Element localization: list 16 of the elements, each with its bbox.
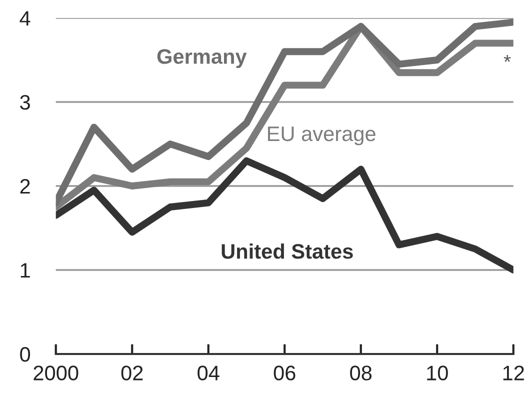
series-label: United States <box>222 243 353 259</box>
y-tick-label: 0 <box>20 347 30 362</box>
y-tick-label: 1 <box>20 263 30 278</box>
series-label: Germany <box>157 49 247 68</box>
x-tick-label: 10 <box>427 366 448 380</box>
x-tick-label: 06 <box>274 366 296 380</box>
x-tick-label: 04 <box>198 366 220 380</box>
y-tick-label: 3 <box>20 95 30 110</box>
x-tick-label: 02 <box>121 366 143 380</box>
y-tick-label: 4 <box>20 11 30 26</box>
y-tick-label: 2 <box>20 179 30 194</box>
x-tick-label: 12 <box>503 366 524 380</box>
annotation: * <box>504 55 511 62</box>
x-tick-label: 08 <box>350 366 372 380</box>
x-tick-label: 2000 <box>34 366 78 380</box>
series-label: EU average <box>268 126 376 146</box>
